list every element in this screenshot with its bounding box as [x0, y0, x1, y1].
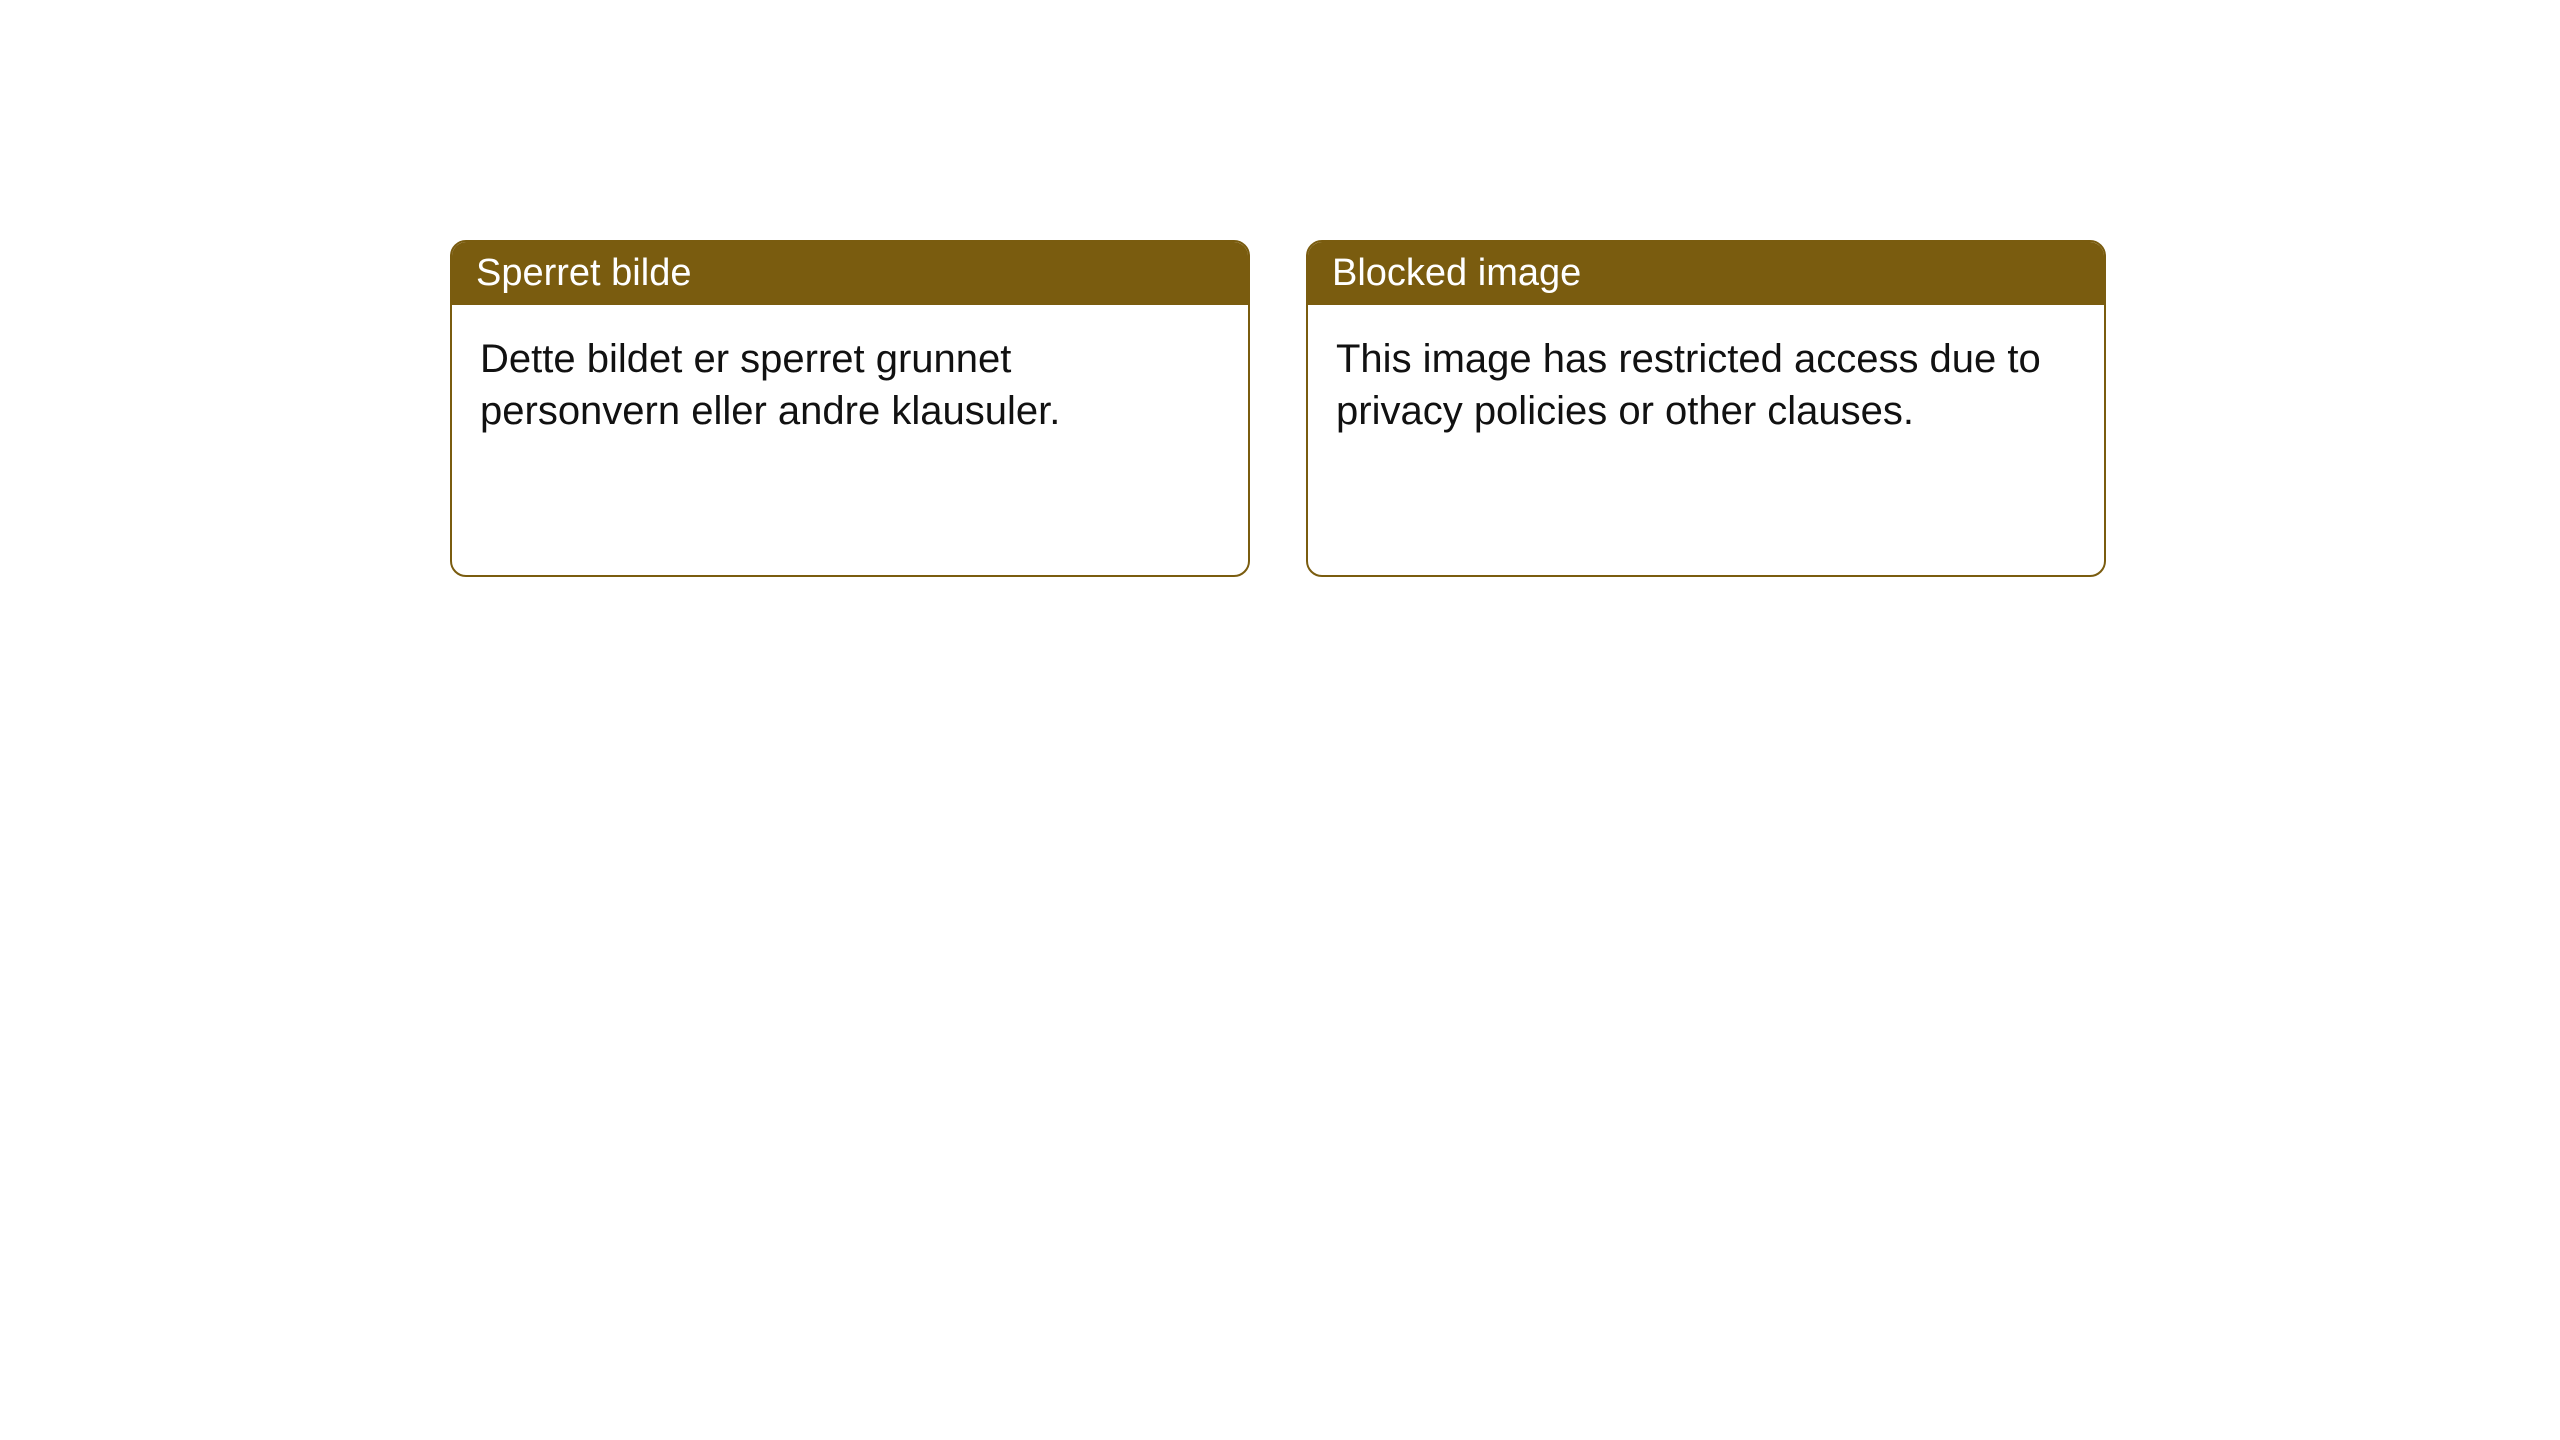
notice-header-nb: Sperret bilde: [452, 242, 1248, 305]
notice-header-en: Blocked image: [1308, 242, 2104, 305]
notice-body-nb: Dette bildet er sperret grunnet personve…: [452, 305, 1248, 575]
notice-box-nb: Sperret bilde Dette bildet er sperret gr…: [450, 240, 1250, 577]
notice-container: Sperret bilde Dette bildet er sperret gr…: [450, 240, 2560, 577]
notice-body-en: This image has restricted access due to …: [1308, 305, 2104, 575]
notice-box-en: Blocked image This image has restricted …: [1306, 240, 2106, 577]
